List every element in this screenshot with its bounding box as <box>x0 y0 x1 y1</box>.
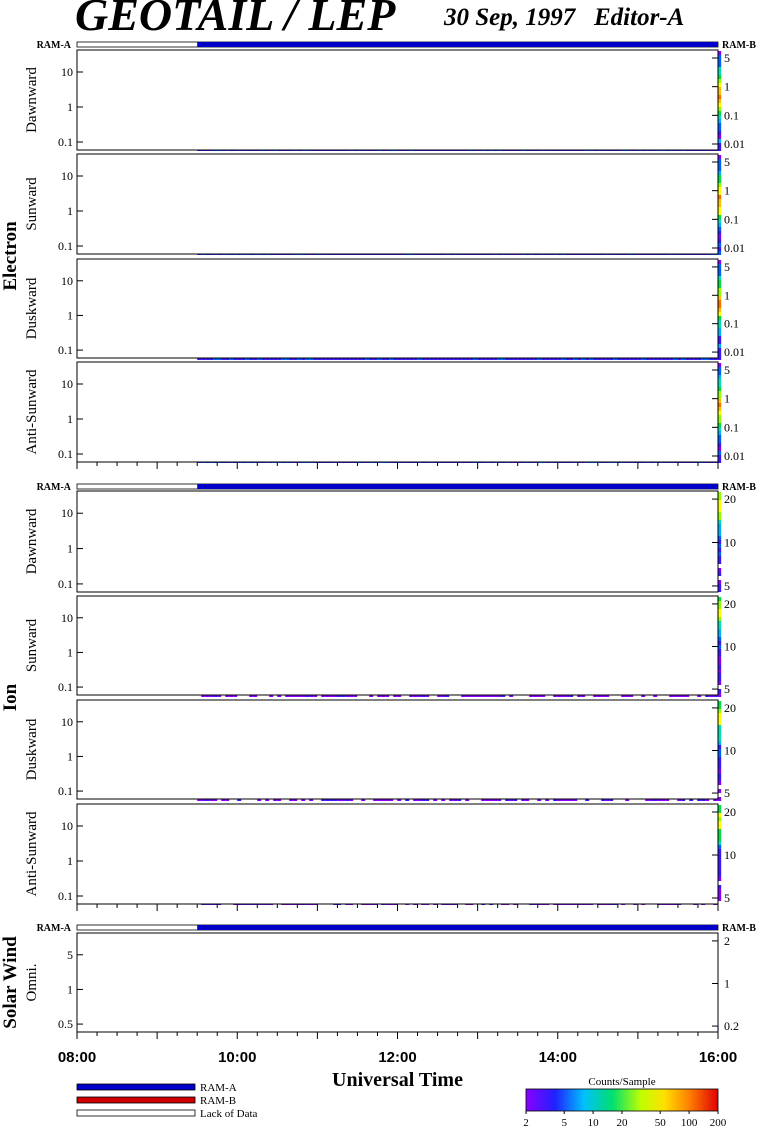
spectrogram-cell <box>717 103 722 107</box>
page-subtitle: 30 Sep, 1997 Editor-A <box>444 4 684 32</box>
date-label: 30 Sep, 1997 <box>444 4 575 31</box>
spectrogram-cell <box>717 51 722 55</box>
page-title: GEOTAIL / LEP <box>75 0 395 41</box>
spectrogram-cell <box>717 99 722 103</box>
spectrogram-cell <box>717 71 722 75</box>
spectrogram-cell <box>717 143 722 147</box>
spectrogram-cell <box>717 63 722 67</box>
spectrogram-cell <box>717 83 722 87</box>
spectrogram-cell <box>717 111 722 115</box>
spectrogram-cell <box>717 67 722 71</box>
spectrogram-cell <box>717 95 722 99</box>
spectrogram-cell <box>717 87 722 91</box>
spectrogram-cell <box>717 115 722 119</box>
spectrogram-cell <box>717 123 722 127</box>
spectrogram-cell <box>717 139 722 143</box>
spectrogram-cell <box>717 59 722 63</box>
spectrogram-cell <box>717 131 722 135</box>
editor-label: Editor-A <box>594 4 684 31</box>
spectrogram-cell <box>717 55 722 59</box>
spectrogram-cell <box>717 79 722 83</box>
spectrogram-cell <box>717 135 722 139</box>
spectrogram-cell <box>717 107 722 111</box>
spectrogram-cell <box>717 127 722 131</box>
spectrogram-cell <box>717 91 722 95</box>
spectrogram-cell <box>717 119 722 123</box>
spectrogram-cell <box>717 147 722 151</box>
spectrogram-cell <box>717 75 722 79</box>
